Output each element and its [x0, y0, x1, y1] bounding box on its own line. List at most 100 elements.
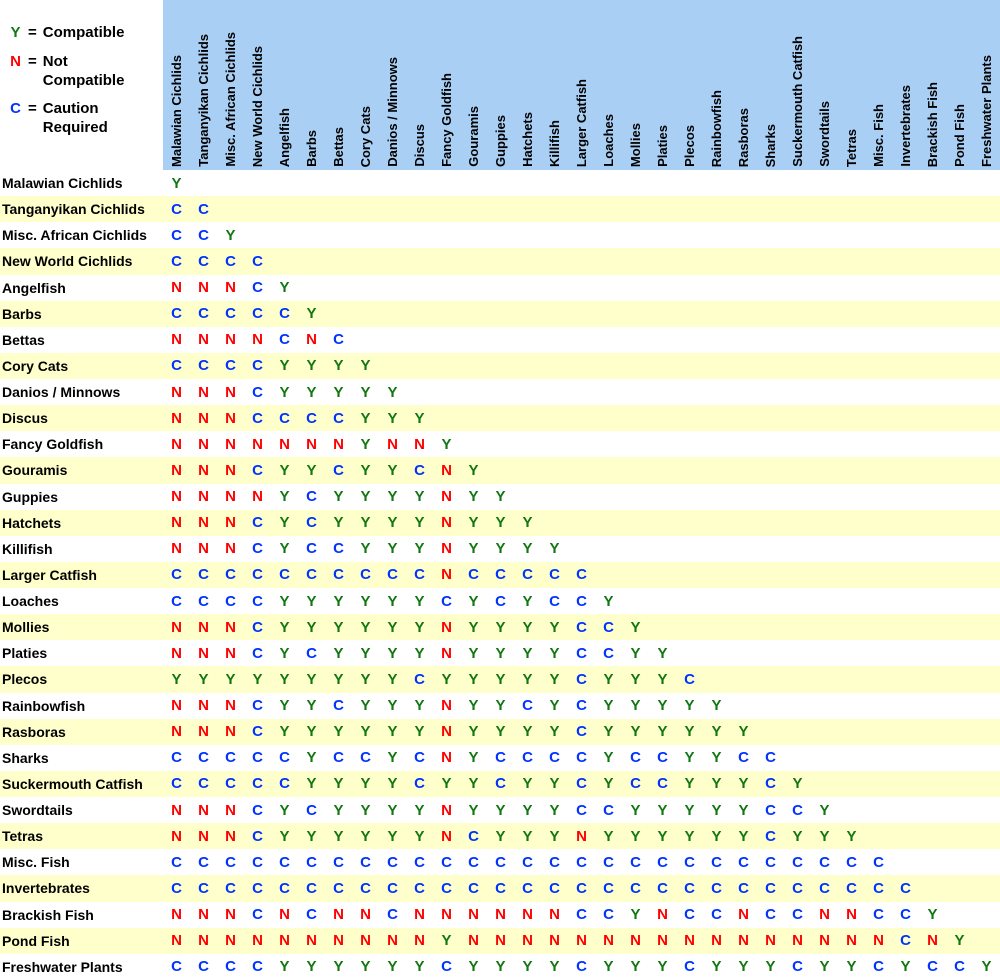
column-header-label: Plecos — [682, 125, 697, 167]
table-row: Sharks C C C C C Y C C Y C N Y C C C C Y C C Y Y C C — [0, 745, 1000, 771]
matrix-cell: C — [792, 853, 803, 871]
matrix-cell: Y — [495, 670, 506, 688]
matrix-cell: C — [792, 801, 803, 819]
matrix-cell: Y — [279, 618, 290, 636]
legend-equals: = — [28, 52, 37, 70]
matrix-cell: C — [414, 461, 425, 479]
matrix-cell: Y — [549, 618, 560, 636]
column-header: Gouramis — [460, 0, 487, 170]
matrix-cell: C — [468, 827, 479, 845]
matrix-cell: Y — [414, 488, 425, 506]
matrix-cell: Y — [360, 461, 371, 479]
column-header: Bettas — [325, 0, 352, 170]
matrix-cell: N — [522, 932, 533, 950]
matrix-cell: C — [738, 853, 749, 871]
matrix-cell: Y — [468, 697, 479, 715]
row-label: Hatchets — [2, 514, 62, 531]
matrix-cell: Y — [468, 723, 479, 741]
matrix-cell: Y — [846, 958, 857, 976]
column-header: Rainbowfish — [703, 0, 730, 170]
matrix-cell: Y — [468, 618, 479, 636]
matrix-cell: C — [927, 958, 938, 976]
matrix-cell: C — [279, 775, 290, 793]
matrix-cell: N — [198, 697, 209, 715]
matrix-cell: C — [576, 879, 587, 897]
matrix-cell: Y — [279, 514, 290, 532]
matrix-cell: C — [576, 775, 587, 793]
matrix-cell: C — [765, 827, 776, 845]
matrix-cell: N — [279, 906, 290, 924]
matrix-cell: Y — [630, 697, 641, 715]
matrix-cell: N — [171, 514, 182, 532]
matrix-cell: Y — [360, 697, 371, 715]
matrix-cell: C — [603, 853, 614, 871]
column-header-label: Barbs — [304, 130, 319, 167]
matrix-cell: Y — [387, 958, 398, 976]
matrix-cell: Y — [387, 644, 398, 662]
column-header: Swordtails — [811, 0, 838, 170]
row-label: Fancy Goldfish — [2, 436, 104, 453]
matrix-cell: Y — [279, 644, 290, 662]
matrix-cell: Y — [603, 670, 614, 688]
matrix-cell: Y — [306, 383, 317, 401]
table-row: Tanganyikan Cichlids C C — [0, 196, 1000, 223]
matrix-cell: C — [684, 958, 695, 976]
matrix-cell: C — [252, 697, 263, 715]
matrix-cell: Y — [495, 827, 506, 845]
matrix-cell: N — [819, 906, 830, 924]
matrix-cell: N — [549, 932, 560, 950]
matrix-cell: C — [225, 305, 236, 323]
matrix-cell: C — [711, 853, 722, 871]
matrix-cell: C — [522, 697, 533, 715]
legend-item: Y = Compatible — [8, 24, 163, 43]
matrix-cell: Y — [387, 383, 398, 401]
column-header-label: Misc. African Cichlids — [223, 32, 238, 167]
matrix-cell: N — [225, 801, 236, 819]
matrix-cell: C — [333, 853, 344, 871]
row-label: Discus — [2, 410, 48, 427]
column-header: Misc. Fish — [865, 0, 892, 170]
column-headers: Malawian Cichlids Tanganyikan Cichlids Mis… — [163, 0, 1000, 170]
matrix-cell: Y — [333, 644, 344, 662]
matrix-cell: Y — [630, 670, 641, 688]
matrix-cell: Y — [684, 801, 695, 819]
row-label: Killifish — [2, 540, 53, 557]
matrix-cell: C — [252, 409, 263, 427]
column-header: Mollies — [622, 0, 649, 170]
matrix-cell: C — [522, 749, 533, 767]
matrix-cell: C — [171, 853, 182, 871]
matrix-cell: Y — [711, 749, 722, 767]
legend-item: N = Not Compatible — [8, 53, 163, 91]
matrix-cell: Y — [468, 958, 479, 976]
matrix-cell: Y — [468, 488, 479, 506]
matrix-cell: Y — [333, 670, 344, 688]
column-header-label: Platies — [655, 125, 670, 167]
matrix-cell: C — [198, 749, 209, 767]
matrix-cell: N — [225, 279, 236, 297]
matrix-cell: N — [360, 906, 371, 924]
matrix-cell: N — [171, 279, 182, 297]
matrix-cell: C — [684, 853, 695, 871]
matrix-cell: C — [657, 749, 668, 767]
matrix-cell: N — [171, 801, 182, 819]
matrix-cell: Y — [711, 827, 722, 845]
matrix-cell: N — [198, 618, 209, 636]
matrix-cell: N — [684, 932, 695, 950]
matrix-cell: C — [252, 305, 263, 323]
matrix-cell: C — [252, 383, 263, 401]
matrix-cell: Y — [387, 697, 398, 715]
legend-symbol: Y — [10, 24, 21, 41]
matrix-cell: Y — [495, 540, 506, 558]
matrix-cell: C — [414, 879, 425, 897]
matrix-cell: N — [441, 749, 452, 767]
matrix-cell: C — [171, 775, 182, 793]
matrix-cell: Y — [306, 775, 317, 793]
matrix-cell: C — [900, 932, 911, 950]
column-header-label: Rasboras — [736, 107, 751, 167]
row-label: Bettas — [2, 331, 45, 348]
matrix-cell: Y — [495, 618, 506, 636]
matrix-cell: Y — [630, 644, 641, 662]
matrix-cell: C — [495, 566, 506, 584]
matrix-cell: Y — [738, 775, 749, 793]
matrix-cell: N — [657, 932, 668, 950]
